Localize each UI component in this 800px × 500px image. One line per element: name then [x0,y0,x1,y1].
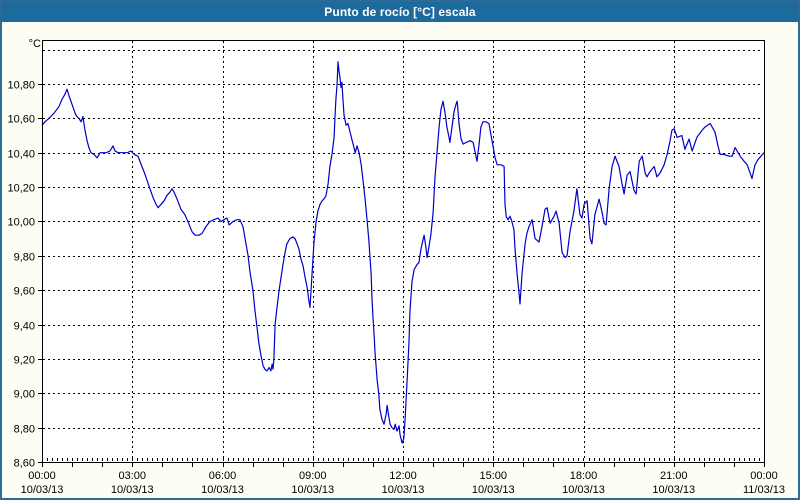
y-tick-label: 10,00 [7,217,35,229]
title-bar[interactable]: Punto de rocío [°C] escala [2,2,798,22]
x-tick-time-label: 12:00 [389,470,417,482]
x-tick-date-label: 10/03/13 [21,484,64,496]
x-tick-date-label: 11/03/13 [743,484,785,496]
x-tick-date-label: 10/03/13 [382,484,425,496]
y-tick-label: 9,80 [14,252,35,264]
x-tick-time-label: 15:00 [479,470,507,482]
page-title: Punto de rocío [°C] escala [324,5,476,19]
y-tick-label: 10,80 [7,80,35,92]
y-tick-label: 9,60 [14,286,35,298]
series-line [41,61,765,444]
y-tick-label: 10,20 [7,183,35,195]
x-tick-date-label: 10/03/13 [472,484,515,496]
x-tick-date-label: 10/03/13 [291,484,334,496]
x-tick-time-label: 00:00 [750,470,778,482]
y-tick-label: 8,80 [14,424,35,436]
x-tick-time-label: 21:00 [660,470,688,482]
y-tick-label: 10,40 [7,149,35,161]
x-tick-time-label: 18:00 [570,470,598,482]
x-tick-time-label: 00:00 [28,470,56,482]
plot-frame [42,40,765,463]
x-tick-date-label: 10/03/13 [111,484,154,496]
y-tick-label: 9,00 [14,389,35,401]
x-tick-time-label: 09:00 [299,470,327,482]
y-tick-label: 8,60 [14,458,35,470]
x-tick-time-label: 03:00 [118,470,146,482]
x-tick-date-label: 10/03/13 [562,484,605,496]
y-tick-label: 9,40 [14,321,35,333]
x-tick-time-label: 06:00 [209,470,237,482]
x-tick-date-label: 10/03/13 [652,484,695,496]
y-axis-unit-label: °C [28,38,41,50]
x-tick-date-label: 10/03/13 [201,484,244,496]
y-tick-label: 10,60 [7,114,35,126]
y-tick-label: 9,20 [14,355,35,367]
